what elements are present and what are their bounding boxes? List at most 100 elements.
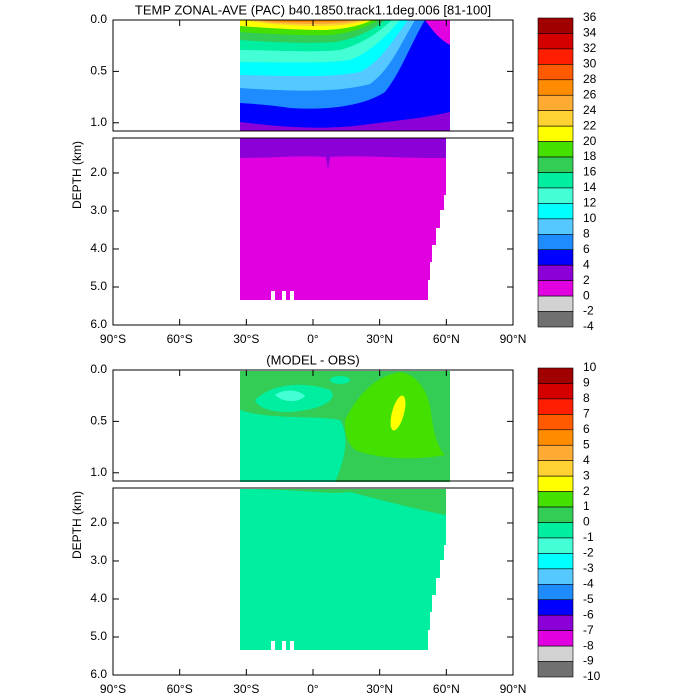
colorbar-label: 10 [583, 211, 597, 225]
colorbar-box [537, 218, 574, 235]
colorbar-label: 6 [583, 242, 590, 256]
contour-region [240, 489, 446, 515]
y-tick-label: 2.0 [90, 515, 107, 529]
colorbar-label: -8 [583, 638, 594, 652]
colorbar-box [537, 48, 574, 65]
missing-data [290, 291, 294, 301]
colorbar-box [537, 661, 574, 678]
x-tick-label: 30°S [233, 682, 259, 696]
colorbar-box [537, 311, 574, 328]
y-tick-label: 3.0 [90, 553, 107, 567]
colorbar-label: 4 [583, 257, 590, 271]
contour-region [390, 395, 406, 431]
colorbar-label: 22 [583, 118, 597, 132]
x-tick-label: 60°S [167, 682, 193, 696]
colorbar-box [537, 444, 574, 461]
x-tick-label: 0° [307, 682, 319, 696]
y-tick-label: 0.0 [90, 12, 107, 26]
y-tick-label: 6.0 [90, 317, 107, 331]
colorbar-label: 14 [583, 180, 597, 194]
colorbar-label: 28 [583, 72, 597, 86]
x-tick-label: 60°N [433, 682, 460, 696]
y-axis-label: DEPTH (km) [70, 141, 84, 209]
colorbar-box [537, 172, 574, 189]
colorbar-box [537, 203, 574, 220]
colorbar-box [537, 367, 574, 384]
colorbar-box [537, 614, 574, 631]
plot: TEMP ZONAL-AVE (PAC) b40.1850.track1.1de… [70, 2, 597, 346]
chart-title: TEMP ZONAL-AVE (PAC) b40.1850.track1.1de… [135, 2, 491, 17]
colorbar-label: 10 [583, 360, 597, 374]
colorbar-box [537, 17, 574, 34]
colorbar-box [537, 280, 574, 297]
colorbar-label: 2 [583, 484, 590, 498]
contour-region [240, 489, 446, 650]
y-axis-label: DEPTH (km) [70, 491, 84, 559]
colorbar-label: 9 [583, 376, 590, 390]
colorbar-label: 36 [583, 10, 597, 24]
missing-data [282, 291, 286, 301]
colorbar-label: 8 [583, 226, 590, 240]
y-tick-label: 1.0 [90, 465, 107, 479]
colorbar-label: -1 [583, 530, 594, 544]
colorbar-box [537, 398, 574, 415]
plot: (MODEL - OBS) DEPTH (km) 90°S 60°S 30°S 0° 30°… [70, 352, 600, 696]
colorbar-label: 16 [583, 165, 597, 179]
x-tick-label: 60°N [433, 332, 460, 346]
colorbar-box [537, 491, 574, 508]
colorbar-box [537, 506, 574, 523]
contour-region [240, 410, 346, 482]
colorbar-label: 7 [583, 407, 590, 421]
colorbar-box [537, 249, 574, 266]
colorbar-box [537, 630, 574, 647]
colorbar-label: 34 [583, 26, 597, 40]
y-tick-label: 2.0 [90, 165, 107, 179]
colorbar-label: 20 [583, 134, 597, 148]
colorbar-label: 0 [583, 288, 590, 302]
colorbar-box [537, 264, 574, 281]
colorbar-box [537, 110, 574, 127]
y-tick-label: 5.0 [90, 279, 107, 293]
x-tick-label: 90°N [500, 332, 527, 346]
contour-fill [240, 371, 450, 651]
x-tick-label: 0° [307, 332, 319, 346]
colorbar-label: -2 [583, 546, 594, 560]
colorbar-label: -4 [583, 576, 594, 590]
y-tick-label: 4.0 [90, 241, 107, 255]
colorbar-label: -7 [583, 623, 594, 637]
colorbar-label: 8 [583, 391, 590, 405]
colorbar-box [537, 599, 574, 616]
y-tick-label: 6.0 [90, 667, 107, 681]
colorbar-label: 30 [583, 57, 597, 71]
colorbar-label: -4 [583, 319, 594, 333]
colorbar-box [537, 568, 574, 585]
y-tick-label: 0.5 [90, 414, 107, 428]
x-tick-label: 90°S [100, 332, 126, 346]
colorbar-label: -5 [583, 592, 594, 606]
colorbar-box [537, 537, 574, 554]
y-tick-label: 5.0 [90, 629, 107, 643]
colorbar-label: 3 [583, 468, 590, 482]
y-tick-label: 1.0 [90, 115, 107, 129]
missing-data [271, 291, 275, 301]
colorbar-label: 24 [583, 103, 597, 117]
colorbar-box [537, 64, 574, 81]
colorbar-box [537, 460, 574, 477]
colorbar-label: -6 [583, 607, 594, 621]
colorbar-box [537, 141, 574, 158]
colorbar-label: 26 [583, 87, 597, 101]
colorbar-box [537, 383, 574, 400]
x-tick-label: 60°S [167, 332, 193, 346]
colorbar-box [537, 94, 574, 111]
y-tick-label: 3.0 [90, 203, 107, 217]
y-tick-label: 0.0 [90, 362, 107, 376]
contour-region [275, 390, 305, 402]
colorbar-label: 1 [583, 499, 590, 513]
colorbar-box [537, 429, 574, 446]
colorbar-label: 32 [583, 41, 597, 55]
missing-data [290, 641, 294, 651]
colorbar-label: -3 [583, 561, 594, 575]
y-tick-label: 4.0 [90, 591, 107, 605]
x-tick-label: 90°S [100, 682, 126, 696]
